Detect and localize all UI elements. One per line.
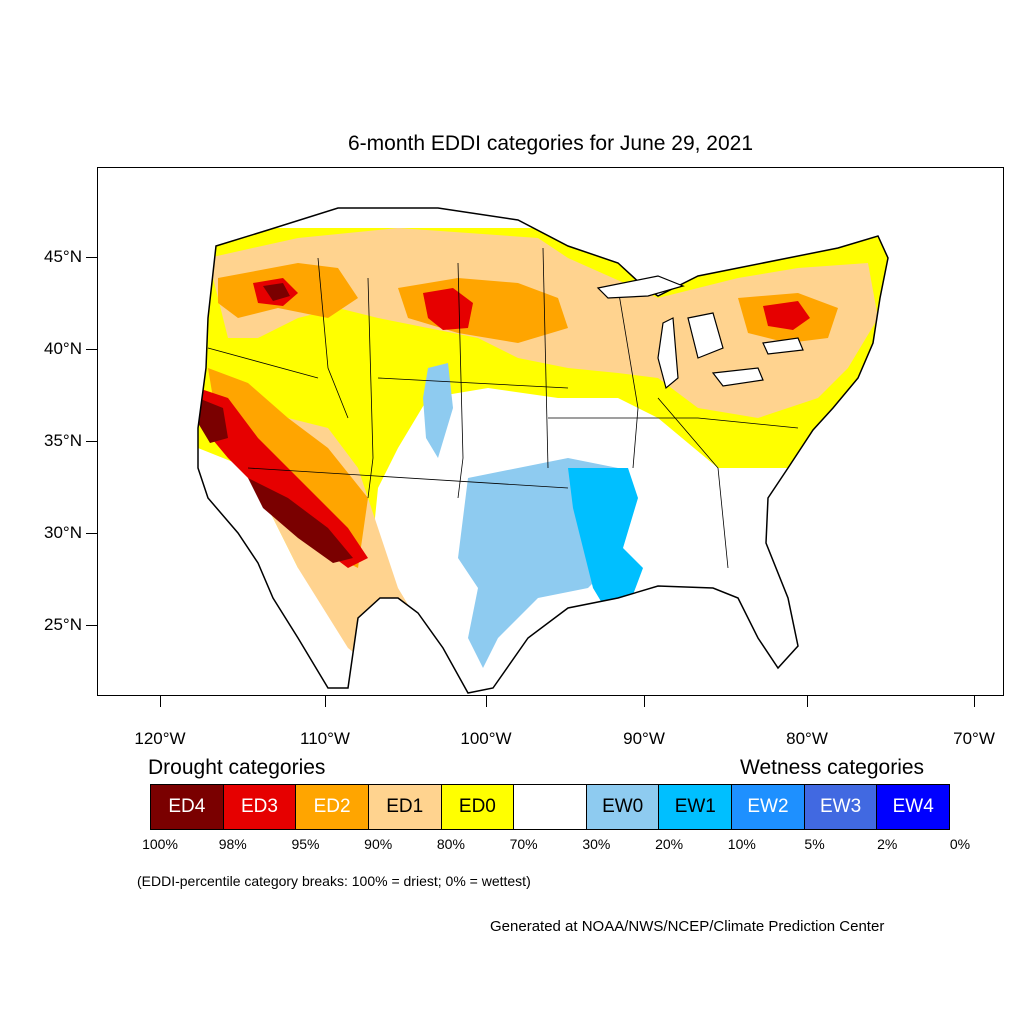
lat-label-30: 30°N <box>44 523 82 542</box>
legend-swatch-ed1: ED1 <box>368 785 442 829</box>
percent-break-label: 80% <box>436 836 465 852</box>
map-title: 6-month EDDI categories for June 29, 202… <box>347 132 754 155</box>
lon-label-70: 70°W <box>953 729 995 748</box>
legend-swatch-ew0: EW0 <box>586 785 660 829</box>
lat-label-45: 45°N <box>44 247 82 266</box>
percent-break-label: 0% <box>949 836 971 852</box>
percent-break-label: 90% <box>364 836 393 852</box>
lon-label-110: 110°W <box>300 729 350 748</box>
lon-label-120: 120°W <box>134 729 186 748</box>
lon-tick <box>160 696 161 707</box>
credit-line: Generated at NOAA/NWS/NCEP/Climate Predi… <box>490 918 885 935</box>
percent-break-label: 95% <box>291 836 320 852</box>
lon-label-100: 100°W <box>460 729 512 748</box>
lat-tick <box>86 257 97 258</box>
map-canvas <box>197 207 889 694</box>
lat-tick <box>86 533 97 534</box>
legend-swatch-neutral <box>514 785 587 829</box>
drought-heading: Drought categories <box>148 756 326 779</box>
lat-tick <box>86 625 97 626</box>
wetness-heading: Wetness categories <box>740 756 925 779</box>
lon-label-90: 90°W <box>623 729 665 748</box>
lat-tick <box>86 349 97 350</box>
lon-tick <box>486 696 487 707</box>
legend-swatch-ew2: EW2 <box>732 785 805 829</box>
legend-swatch-ed4: ED4 <box>151 785 224 829</box>
lon-tick <box>807 696 808 707</box>
lon-tick <box>325 696 326 707</box>
percent-break-label: 20% <box>655 836 684 852</box>
lon-tick <box>644 696 645 707</box>
category-note: (EDDI-percentile category breaks: 100% =… <box>137 873 531 889</box>
legend-swatch-ed2: ED2 <box>296 785 369 829</box>
percent-break-label: 100% <box>142 836 178 852</box>
lon-label-80: 80°W <box>786 729 828 748</box>
legend-swatch-ew4: EW4 <box>877 785 950 829</box>
category-legend: ED4 ED3 ED2 ED1 ED0 EW0 EW1 EW2 EW3 EW4 <box>150 784 950 830</box>
legend-swatch-ew3: EW3 <box>804 785 878 829</box>
lat-tick <box>86 441 97 442</box>
legend-swatch-ew1: EW1 <box>659 785 733 829</box>
legend-swatch-ed3: ED3 <box>223 785 297 829</box>
lon-tick <box>974 696 975 707</box>
percent-break-label: 70% <box>509 836 538 852</box>
state-boundaries <box>207 247 799 569</box>
lat-label-35: 35°N <box>44 431 82 450</box>
legend-swatch-ed0: ED0 <box>441 785 515 829</box>
lat-label-40: 40°N <box>44 339 82 358</box>
great-lakes <box>596 275 804 390</box>
percent-break-label: 2% <box>877 836 898 852</box>
percent-break-label: 10% <box>727 836 756 852</box>
percent-break-label: 5% <box>804 836 825 852</box>
lat-label-25: 25°N <box>44 615 82 634</box>
percent-break-label: 98% <box>218 836 247 852</box>
percent-break-label: 30% <box>582 836 611 852</box>
eddi-map <box>97 167 1004 696</box>
